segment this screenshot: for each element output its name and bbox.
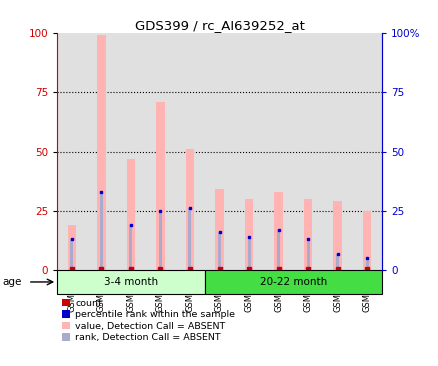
Bar bbox=[70, 239, 73, 270]
Title: GDS399 / rc_AI639252_at: GDS399 / rc_AI639252_at bbox=[134, 19, 304, 32]
Bar bbox=[188, 209, 191, 270]
Bar bbox=[274, 192, 282, 270]
Bar bbox=[67, 225, 76, 270]
Bar bbox=[159, 211, 162, 270]
Bar bbox=[204, 33, 234, 270]
Bar bbox=[322, 33, 352, 270]
Text: age: age bbox=[2, 277, 21, 287]
Bar bbox=[352, 33, 381, 270]
Bar bbox=[185, 149, 194, 270]
Bar bbox=[100, 192, 102, 270]
Bar bbox=[86, 33, 116, 270]
Legend: count, percentile rank within the sample, value, Detection Call = ABSENT, rank, : count, percentile rank within the sample… bbox=[62, 299, 234, 342]
Bar bbox=[306, 239, 309, 270]
Bar bbox=[244, 199, 253, 270]
Bar bbox=[156, 102, 164, 270]
Bar bbox=[336, 254, 338, 270]
Bar bbox=[175, 33, 204, 270]
Bar bbox=[145, 33, 175, 270]
Bar bbox=[234, 33, 263, 270]
Bar bbox=[127, 158, 135, 270]
Bar bbox=[293, 33, 322, 270]
Text: 3-4 month: 3-4 month bbox=[104, 277, 158, 287]
Bar bbox=[247, 237, 250, 270]
Bar bbox=[263, 33, 293, 270]
Bar bbox=[129, 225, 132, 270]
Bar bbox=[116, 33, 145, 270]
Bar bbox=[57, 270, 204, 294]
Bar bbox=[57, 33, 86, 270]
Bar bbox=[362, 211, 371, 270]
Bar bbox=[333, 201, 341, 270]
Bar bbox=[303, 199, 311, 270]
Bar bbox=[215, 190, 223, 270]
Text: 20-22 month: 20-22 month bbox=[259, 277, 326, 287]
Bar bbox=[218, 232, 220, 270]
Bar bbox=[365, 258, 368, 270]
Bar bbox=[204, 270, 381, 294]
Bar bbox=[276, 230, 279, 270]
Bar bbox=[97, 35, 105, 270]
